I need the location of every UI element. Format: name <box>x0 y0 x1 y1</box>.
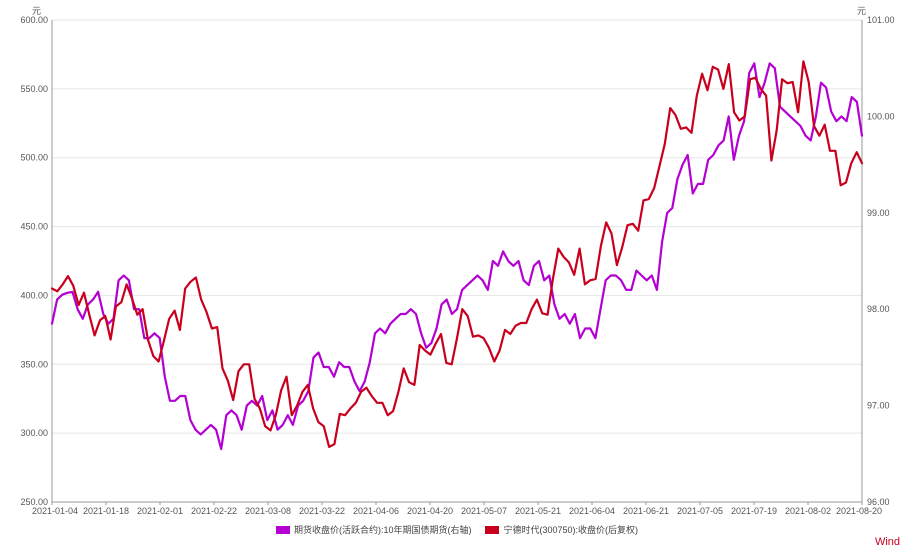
series-line-0 <box>50 62 864 451</box>
x-tick-label: 2021-07-05 <box>677 506 723 516</box>
left-axis-unit: 元 <box>32 6 41 16</box>
y-left-tick-label: 350.00 <box>20 359 48 369</box>
y-left-tick-label: 600.00 <box>20 15 48 25</box>
x-tick-label: 2021-06-04 <box>569 506 615 516</box>
legend-swatch-stock <box>485 525 500 534</box>
legend-item-stock: 宁德时代(300750):收盘价(后复权) <box>485 523 638 536</box>
y-left-tick-label: 450.00 <box>20 222 48 232</box>
x-tick-label: 2021-04-20 <box>407 506 453 516</box>
series-line-1 <box>50 60 864 448</box>
x-tick-label: 2021-04-06 <box>353 506 399 516</box>
brand-logo: Wind <box>874 536 900 548</box>
x-tick-label: 2021-05-07 <box>461 506 507 516</box>
y-left-tick-label: 250.00 <box>20 497 48 507</box>
legend-label-stock: 宁德时代(300750):收盘价(后复权) <box>503 525 639 535</box>
legend: 期货收盘价(活跃合约):10年期国债期货(右轴) 宁德时代(300750):收盘… <box>0 523 914 536</box>
y-left-tick-label: 550.00 <box>20 84 48 94</box>
y-left-tick-label: 300.00 <box>20 428 48 438</box>
y-right-tick-label: 97.00 <box>867 401 890 411</box>
y-right-tick-label: 99.00 <box>867 208 890 218</box>
x-tick-label: 2021-02-01 <box>137 506 183 516</box>
x-tick-label: 2021-06-21 <box>623 506 669 516</box>
series-lines <box>50 60 864 451</box>
y-right-tick-label: 100.00 <box>867 111 895 121</box>
x-tick-label: 2021-01-18 <box>83 506 129 516</box>
legend-swatch-futures <box>275 525 290 534</box>
y-right-tick-label: 101.00 <box>867 15 895 25</box>
y-right-tick-label: 96.00 <box>867 497 890 507</box>
x-tick-label: 2021-08-02 <box>785 506 831 516</box>
x-tick-label: 2021-05-21 <box>515 506 561 516</box>
x-tick-label: 2021-03-22 <box>299 506 345 516</box>
right-axis-unit: 元 <box>857 6 866 16</box>
x-tick-label: 2021-02-22 <box>191 506 237 516</box>
x-tick-label: 2021-07-19 <box>731 506 777 516</box>
axes: 250.00 300.00 350.00 400.00 450.00 500.00 550.… <box>20 15 894 516</box>
x-tick-label: 2021-03-08 <box>245 506 291 516</box>
y-right-tick-label: 98.00 <box>867 304 890 314</box>
x-tick-label: 2021-08-20 <box>836 506 882 516</box>
y-left-tick-label: 400.00 <box>20 290 48 300</box>
legend-label-futures: 期货收盘价(活跃合约):10年期国债期货(右轴) <box>293 525 472 535</box>
x-tick-label: 2021-01-04 <box>32 506 78 516</box>
legend-item-futures: 期货收盘价(活跃合约):10年期国债期货(右轴) <box>275 523 472 536</box>
y-left-tick-label: 500.00 <box>20 153 48 163</box>
